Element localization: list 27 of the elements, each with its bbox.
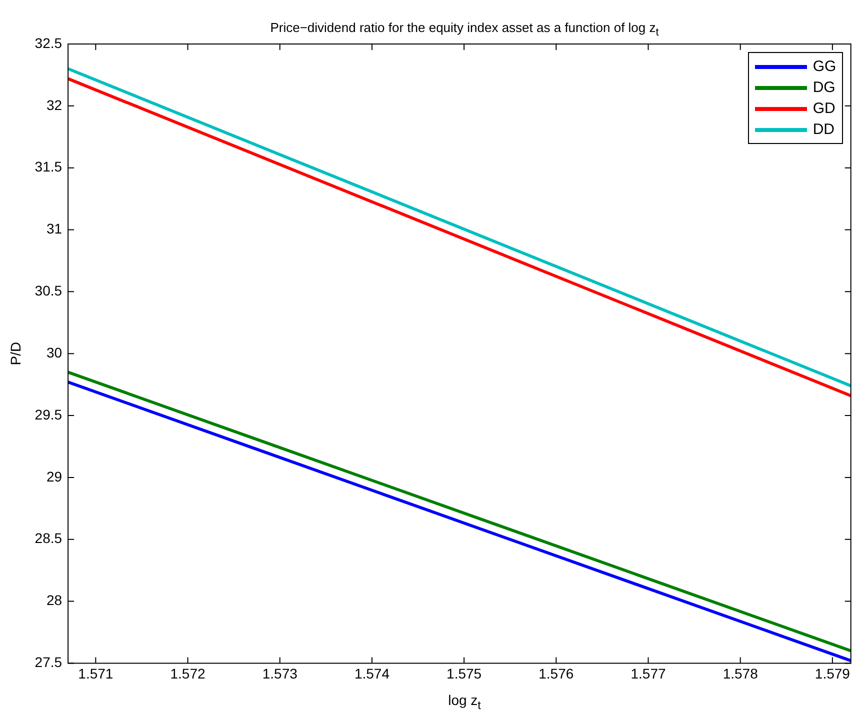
y-tick-label: 32.5 (34, 34, 62, 51)
x-tick-label: 1.571 (78, 665, 114, 682)
x-tick-label: 1.572 (170, 665, 206, 682)
x-tick-label: 1.574 (354, 665, 390, 682)
x-tick-label: 1.576 (538, 665, 574, 682)
y-tick-label: 29 (46, 468, 62, 484)
y-tick-label: 27.5 (34, 654, 62, 670)
y-tick-label: 32 (46, 96, 62, 113)
y-tick-label: 28 (46, 592, 62, 608)
y-tick-label: 30 (46, 344, 62, 360)
x-tick-label: 1.578 (722, 665, 758, 682)
legend-label: DG (812, 79, 836, 96)
y-axis-title: P/D (7, 342, 24, 366)
x-tick-label: 1.575 (446, 665, 482, 682)
legend-label: GG (812, 58, 836, 75)
x-tick-label: 1.573 (262, 665, 298, 682)
y-tick-label: 31 (46, 220, 62, 237)
y-tick-label: 28.5 (34, 530, 62, 546)
legend-label: DD (812, 121, 835, 138)
y-tick-label: 30.5 (34, 282, 62, 299)
chart-title: Price−dividend ratio for the equity index asset as a function of log z$_{t}$ (269, 20, 660, 39)
x-axis-title: log z$_{t}$ (447, 692, 482, 712)
x-tick-label: 1.577 (630, 665, 666, 682)
y-tick-label: 29.5 (34, 406, 62, 422)
legend-label: GD (812, 100, 836, 117)
y-tick-label: 31.5 (34, 158, 62, 175)
x-tick-label: 1.579 (814, 665, 850, 682)
